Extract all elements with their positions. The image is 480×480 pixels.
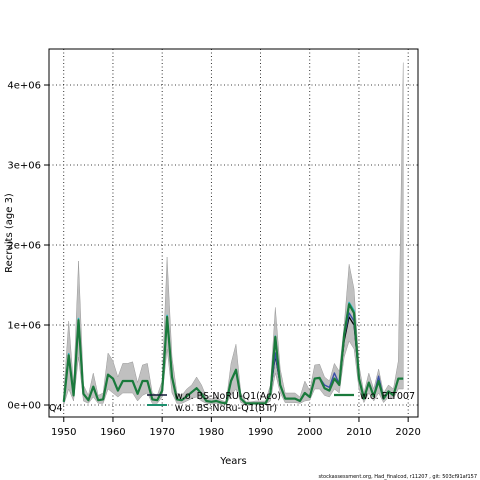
legend-label-btr: w.o. BS-NoRu-Q1(BTr) <box>175 403 277 414</box>
legend: Q4 w.o. BS-NoRU-Q1(Aco)w.o. BS-NoRu-Q1(BT… <box>49 391 415 414</box>
y-tick-label: 0e+00 <box>7 401 41 412</box>
plot-frame <box>48 48 419 418</box>
legend-label-flt007: w.o. FLT007 <box>360 391 415 402</box>
x-tick-label: 1980 <box>199 427 224 438</box>
series-layer <box>62 301 404 405</box>
y-axis-label: Recruits (age 3) <box>4 193 15 273</box>
legend-label-aco: w.o. BS-NoRU-Q1(Aco) <box>175 391 281 402</box>
series-line <box>62 303 404 405</box>
x-axis-label: Years <box>219 456 246 467</box>
x-tick-label: 1970 <box>149 427 174 438</box>
y-tick-label: 2e+06 <box>7 241 41 252</box>
x-tick-label: 2000 <box>297 427 322 438</box>
x-tick-label: 2020 <box>395 427 420 438</box>
confidence-band-layer <box>63 62 404 406</box>
confidence-band <box>63 62 404 406</box>
y-tick-label: 4e+06 <box>7 81 41 92</box>
y-tick-label: 3e+06 <box>7 161 41 172</box>
y-axis: 0e+00 1e+06 2e+06 3e+06 4e+06 <box>7 81 49 412</box>
x-tick-label: 2010 <box>346 427 371 438</box>
x-axis: 1950 1960 1970 1980 1990 2000 2010 2020 <box>51 417 421 438</box>
footnote: stockassessment.org, Had_finalcod, r1120… <box>318 474 477 480</box>
y-tick-label: 1e+06 <box>7 321 41 332</box>
x-tick-label: 1960 <box>100 427 125 438</box>
x-tick-label: 1950 <box>51 427 76 438</box>
legend-label-q4: Q4 <box>49 403 63 414</box>
x-tick-label: 1990 <box>248 427 273 438</box>
